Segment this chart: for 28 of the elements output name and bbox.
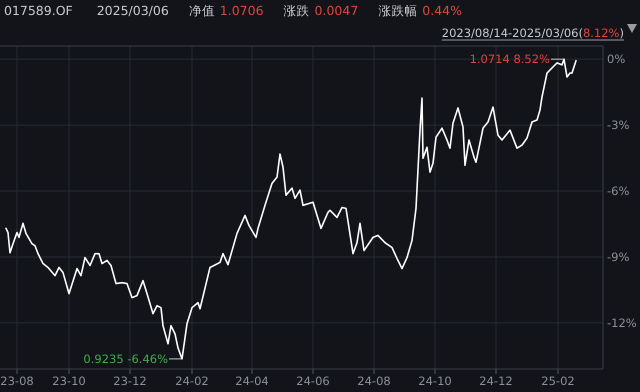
xtick: 24-08 <box>357 374 391 388</box>
header: 0.0047 <box>314 3 358 18</box>
header: 涨跌 <box>284 3 310 18</box>
header: 涨跌幅 <box>378 3 418 18</box>
annotation: 0.9235 -6.46% <box>83 352 182 366</box>
header: ) <box>620 26 624 40</box>
xtick: 23-12 <box>113 374 147 388</box>
xtick: 24-06 <box>296 374 330 388</box>
ytick: -3% <box>607 118 630 132</box>
header: 2025/03/06 <box>96 3 169 18</box>
title: 017589.OF <box>4 3 73 18</box>
header: 0.44% <box>422 3 462 18</box>
xtick: 24-12 <box>479 374 513 388</box>
header: 8.12% <box>582 26 620 40</box>
xtick: 24-10 <box>418 374 452 388</box>
xtick: 24-02 <box>175 374 209 388</box>
xtick: 25-02 <box>541 374 575 388</box>
xtick: 23-10 <box>52 374 86 388</box>
header: 净值 <box>188 3 215 18</box>
ytick: -12% <box>607 316 637 330</box>
xtick: 24-04 <box>235 374 269 388</box>
ytick: -6% <box>607 184 630 198</box>
header: 1.0706 <box>220 3 264 18</box>
ytick: 0% <box>607 52 626 66</box>
header: 2023/08/14-2025/03/06( <box>442 26 583 40</box>
ytick: -9% <box>607 250 630 264</box>
xtick: 23-08 <box>0 374 34 388</box>
annotation: 1.0714 8.52% <box>470 52 564 66</box>
